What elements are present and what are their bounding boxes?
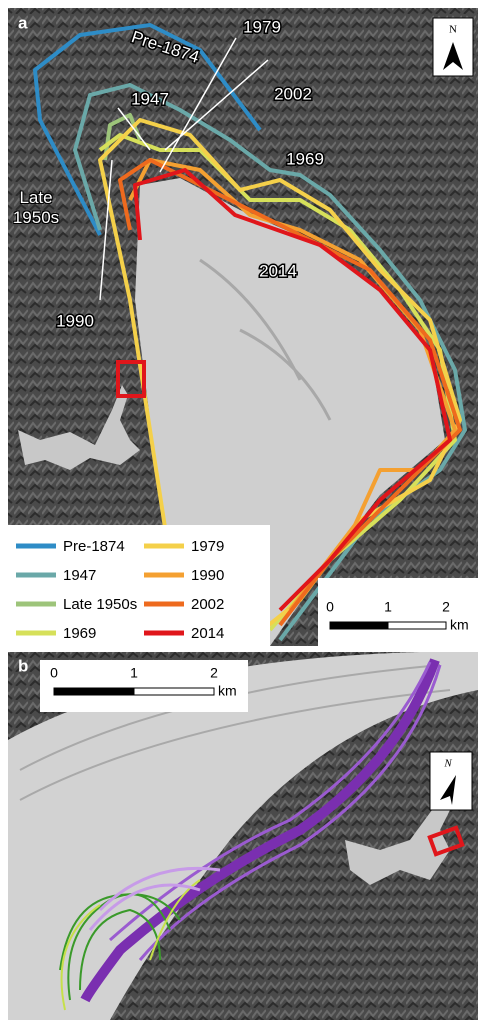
flowline xyxy=(109,661,442,961)
legend-label: 1990 xyxy=(191,567,224,584)
panel-label: a xyxy=(18,13,28,32)
outline-label: 1990 xyxy=(56,311,94,330)
legend-label: 2002 xyxy=(191,596,224,613)
outline-label: 1947 xyxy=(131,89,169,108)
outline-label: 1979 xyxy=(243,17,281,36)
legend: Pre-1874 1947 Late 1950s 1969 1979 1990 2002 20… xyxy=(16,538,224,642)
glacier-outline xyxy=(98,118,462,642)
inset-glacier xyxy=(18,385,140,470)
scale-box xyxy=(40,660,248,712)
legend-label: Late 1950s xyxy=(63,596,137,613)
glacier-outline xyxy=(133,168,452,612)
glacier-outline xyxy=(98,133,457,632)
legend-label: 1979 xyxy=(191,538,224,555)
legend-label: 1947 xyxy=(63,567,96,584)
scale-segment xyxy=(329,621,389,630)
leader-lines xyxy=(99,37,269,301)
outline-label: 1969 xyxy=(286,149,324,168)
glacier-outline xyxy=(33,23,262,236)
scale-segment xyxy=(387,621,447,630)
north-arrow xyxy=(443,42,463,70)
scale-tick-label: 2 xyxy=(442,599,450,615)
legend-label: 1969 xyxy=(63,625,96,642)
scale-segment xyxy=(53,687,135,696)
ice-texture xyxy=(199,258,332,421)
scale-tick-label: 1 xyxy=(384,599,392,615)
legend-box xyxy=(8,525,270,646)
inset-box xyxy=(427,825,465,857)
flowline-light xyxy=(88,866,221,931)
scale-tick-label: 2 xyxy=(210,665,218,681)
north-arrow-box xyxy=(432,17,474,77)
outline-label: Late 1950s xyxy=(12,188,60,227)
north-arrow xyxy=(440,775,456,805)
north-label: N xyxy=(443,758,452,770)
outlines xyxy=(33,23,467,642)
scale-bar: 0 1 2km xyxy=(50,665,237,699)
legend-label: Pre-1874 xyxy=(63,538,125,555)
flowline-yellow xyxy=(60,879,201,1011)
scale-unit: km xyxy=(450,617,469,633)
legend-label: 2014 xyxy=(191,625,224,642)
flowline-bundle xyxy=(80,658,440,1003)
outline-label: 2014 xyxy=(259,261,297,280)
scale-tick-label: 1 xyxy=(130,665,138,681)
outline-label: 2002 xyxy=(274,84,312,103)
panel-label: b xyxy=(18,656,28,675)
scale-tick-label: 0 xyxy=(50,665,58,681)
scale-bar: 0 1 2km xyxy=(326,599,469,633)
glacier-outline xyxy=(118,158,462,627)
north-label: N xyxy=(449,24,457,36)
scale-box xyxy=(318,578,478,646)
inset-box xyxy=(116,360,146,398)
scale-segment xyxy=(133,687,215,696)
scale-unit: km xyxy=(218,683,237,699)
scale-tick-label: 0 xyxy=(326,599,334,615)
flowlines xyxy=(59,658,442,1011)
panel-b: N b 0 1 2km xyxy=(8,652,478,1020)
